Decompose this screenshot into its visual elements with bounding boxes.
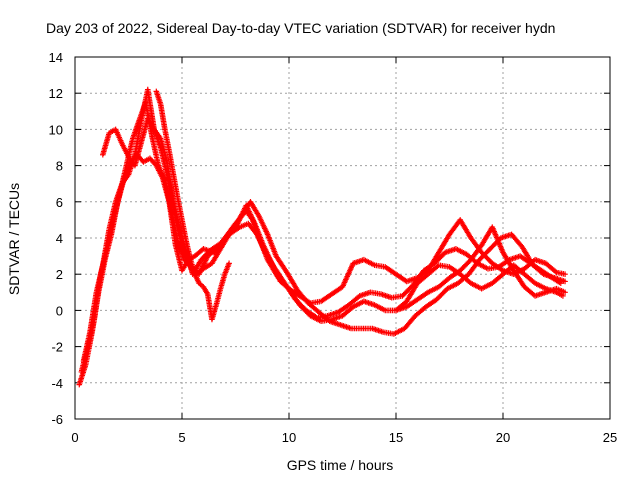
- series-1: [76, 151, 566, 388]
- chart-title: Day 203 of 2022, Sidereal Day-to-day VTE…: [46, 20, 555, 36]
- data-markers: [76, 86, 568, 388]
- series-marker-trail: [79, 100, 563, 374]
- axis-ticks: 0 5 10 15 20 25 -6 -4 -2 0 2 4 6 8 10 12 14: [49, 50, 618, 445]
- y-tick-label: 6: [56, 195, 63, 210]
- x-tick-label: 10: [282, 430, 296, 445]
- y-tick-label: 2: [56, 267, 63, 282]
- x-tick-label: 0: [71, 430, 78, 445]
- x-axis-label: GPS time / hours: [287, 457, 394, 473]
- y-tick-label: 0: [56, 303, 63, 318]
- y-tick-label: 12: [49, 86, 63, 101]
- y-tick-label: 10: [49, 122, 63, 137]
- y-tick-label: 4: [56, 231, 63, 246]
- y-tick-label: 14: [49, 50, 63, 65]
- x-tick-label: 25: [603, 430, 617, 445]
- series-6: [393, 224, 568, 314]
- y-tick-label: -4: [51, 376, 63, 391]
- x-tick-label: 20: [496, 430, 510, 445]
- y-tick-label: -6: [51, 412, 63, 427]
- series-2: [78, 99, 564, 375]
- series-5: [153, 88, 232, 323]
- series-4: [100, 115, 568, 306]
- x-tick-label: 5: [178, 430, 185, 445]
- y-axis-label: SDTVAR / TECUs: [6, 183, 22, 295]
- y-tick-label: -2: [51, 340, 63, 355]
- grid-lines: [75, 57, 610, 419]
- series-marker-trail: [394, 225, 567, 313]
- y-tick-label: 8: [56, 159, 63, 174]
- series-marker-trail: [100, 117, 567, 306]
- series-marker-trail: [154, 90, 232, 321]
- x-tick-label: 15: [389, 430, 403, 445]
